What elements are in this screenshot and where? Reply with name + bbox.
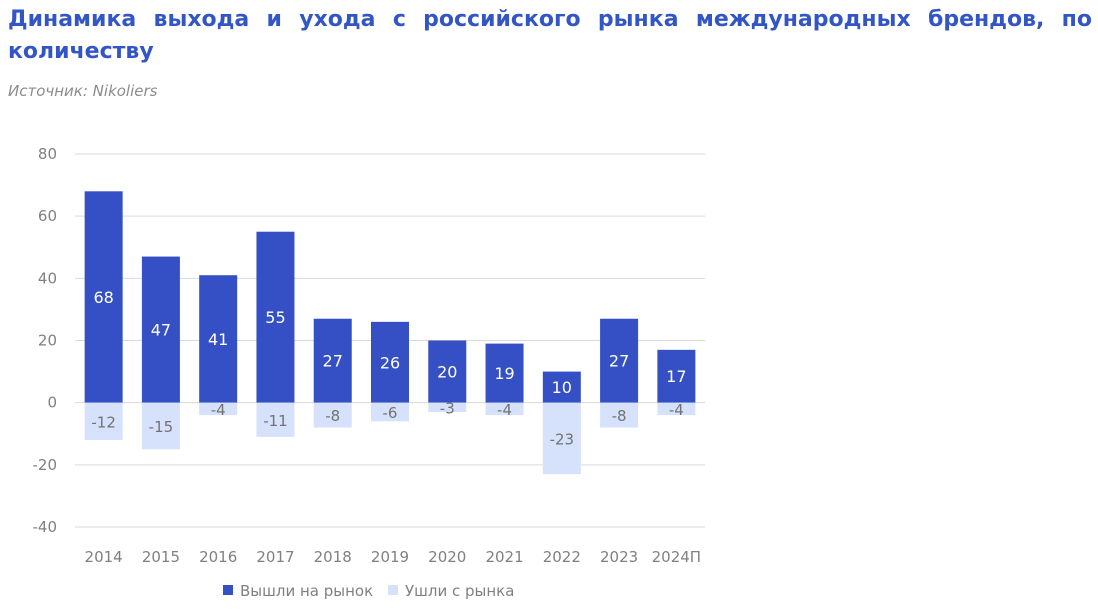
x-tick-label: 2020 (428, 548, 466, 566)
y-tick-label: 80 (38, 145, 57, 163)
legend-label: Ушли с рынка (405, 582, 514, 600)
bar-entered (428, 340, 467, 403)
bar-entered (256, 231, 295, 403)
legend: Вышли на рынок Ушли с рынка (223, 582, 514, 600)
x-tick-label: 2017 (256, 548, 294, 566)
data-label-exited: -4 (669, 401, 684, 419)
x-tick-label: 2018 (314, 548, 352, 566)
bar-entered (371, 321, 409, 403)
bar-entered (84, 191, 123, 403)
y-tick-label: -20 (33, 456, 58, 474)
y-axis: 80 60 40 20 0 -20 -40 (33, 145, 58, 536)
legend-swatch (223, 585, 233, 595)
data-label-exited: -4 (211, 401, 226, 419)
x-tick-label: 2019 (371, 548, 409, 566)
bar-entered (485, 343, 524, 403)
bar-entered (199, 275, 238, 403)
data-label-entered: 41 (208, 330, 228, 349)
data-label-exited: -15 (149, 418, 174, 436)
data-label-exited: -11 (263, 412, 288, 430)
bar-entered (600, 318, 639, 403)
data-label-entered: 68 (93, 288, 113, 307)
x-tick-label: 2022 (543, 548, 581, 566)
x-tick-label: 2024П (652, 548, 701, 566)
data-label-exited: -4 (497, 401, 512, 419)
x-tick-label: 2015 (142, 548, 180, 566)
legend-swatch (388, 585, 398, 595)
bar-exited (313, 402, 352, 428)
bar-entered (657, 349, 696, 403)
bar-exited (84, 402, 123, 440)
y-tick-label: -40 (33, 518, 58, 536)
y-tick-label: 40 (38, 269, 57, 287)
x-tick-label: 2016 (199, 548, 237, 566)
y-tick-label: 60 (38, 207, 57, 225)
data-label-entered: 17 (666, 367, 686, 386)
bar-exited (141, 402, 180, 450)
y-tick-label: 20 (38, 332, 57, 350)
data-label-exited: -12 (91, 413, 116, 431)
bar-exited (542, 402, 581, 475)
data-label-entered: 47 (151, 321, 171, 340)
data-label-entered: 27 (609, 352, 629, 371)
bars (84, 191, 696, 475)
bar-entered (141, 256, 180, 403)
bar-entered (542, 371, 581, 403)
bar-exited (199, 402, 238, 416)
bar-exited (657, 402, 696, 416)
y-tick-label: 0 (47, 394, 57, 412)
data-label-entered: 26 (380, 353, 400, 372)
data-label-exited: -23 (550, 430, 575, 448)
bar-exited (600, 402, 639, 428)
chart-source: Источник: Nikoliers (8, 82, 158, 100)
data-label-entered: 10 (552, 378, 572, 397)
data-label-entered: 19 (494, 364, 514, 383)
data-label-exited: -8 (612, 407, 627, 425)
x-axis: 2014 2015 2016 2017 2018 2019 2020 2021 2022 2023… (85, 548, 702, 566)
data-label-entered: 27 (323, 352, 343, 371)
data-label-exited: -8 (325, 407, 340, 425)
bar-entered (313, 318, 352, 403)
bar-exited (485, 402, 524, 416)
bar-exited (256, 402, 295, 437)
x-tick-label: 2014 (85, 548, 123, 566)
chart-title: Динамика выхода и ухода с российского ры… (8, 7, 1092, 64)
legend-label: Вышли на рынок (240, 582, 373, 600)
data-label-exited: -6 (383, 404, 398, 422)
x-tick-label: 2023 (600, 548, 638, 566)
data-label-exited: -3 (440, 399, 455, 417)
data-label-entered: 20 (437, 363, 457, 382)
bar-exited (371, 402, 409, 422)
data-label-entered: 55 (265, 308, 285, 327)
x-tick-label: 2021 (485, 548, 523, 566)
bar-exited (428, 402, 467, 412)
data-labels: 68 -12 47 -15 41 -4 55 -11 27 -8 26 -6 20 -3 19 -4 10 -23… (91, 288, 686, 448)
